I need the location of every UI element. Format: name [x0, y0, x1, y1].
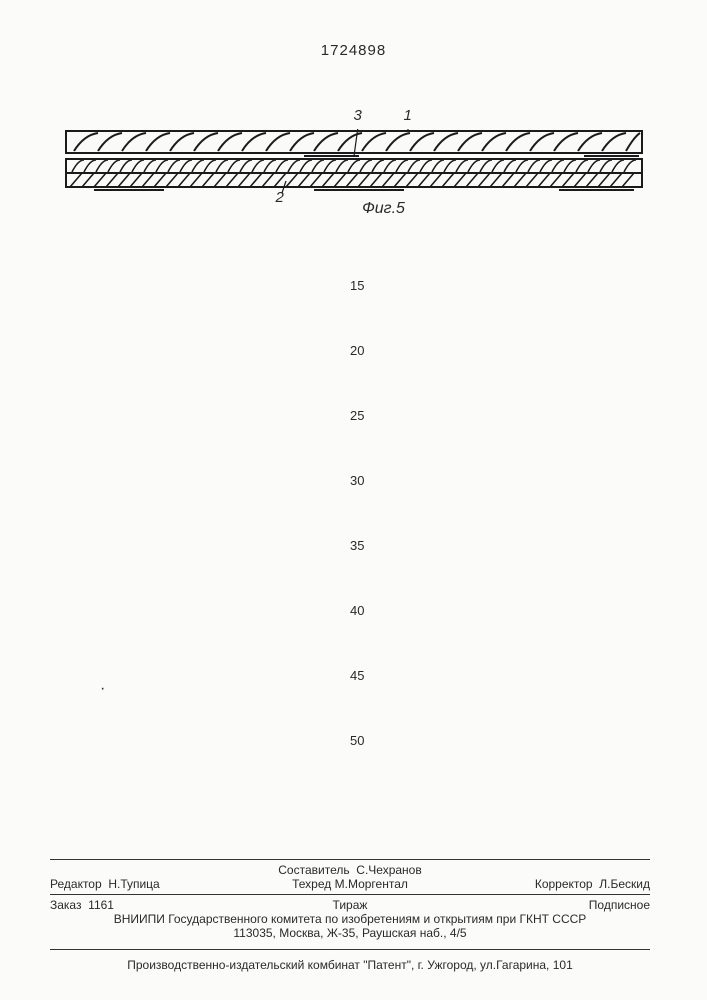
- publisher-line: Производственно-издательский комбинат "П…: [50, 958, 650, 972]
- figure-caption: Фиг.5: [124, 200, 644, 218]
- scale-num: 30: [350, 473, 364, 488]
- stray-mark: ·: [100, 680, 105, 698]
- tirazh-cell: Тираж: [250, 898, 450, 912]
- line-scale: 15 20 25 30 35 40 45 50: [350, 278, 364, 798]
- editor-cell: Редактор Н.Тупица: [50, 877, 250, 891]
- callout-3: 3: [354, 107, 362, 124]
- scale-num: 15: [350, 278, 364, 293]
- order-row: Заказ 1161 Тираж Подписное: [50, 898, 650, 912]
- scale-num: 35: [350, 538, 364, 553]
- scale-num: 45: [350, 668, 364, 683]
- corrector-cell: Корректор Л.Бескид: [450, 877, 650, 891]
- callout-1: 1: [404, 107, 412, 124]
- compiler-line: Составитель С.Чехранов: [50, 863, 650, 877]
- callout-2: 2: [276, 189, 284, 206]
- figure-5: 3 1 2: [64, 129, 644, 218]
- order-cell: Заказ 1161: [50, 898, 250, 912]
- cross-section-svg: [64, 129, 644, 193]
- podpisnoe-cell: Подписное: [450, 898, 650, 912]
- address-line: 113035, Москва, Ж-35, Раушская наб., 4/5: [50, 926, 650, 940]
- document-number: 1724898: [0, 42, 707, 59]
- bottom-rule: [50, 949, 650, 950]
- scale-num: 40: [350, 603, 364, 618]
- scale-num: 20: [350, 343, 364, 358]
- colophon-block: Составитель С.Чехранов Редактор Н.Тупица…: [50, 856, 650, 940]
- techred-cell: Техред М.Моргентал: [250, 877, 450, 891]
- scale-num: 50: [350, 733, 364, 748]
- compiler-label: Составитель: [278, 863, 349, 877]
- patent-page: 1724898 3 1 2: [0, 0, 707, 1000]
- institute-line: ВНИИПИ Государственного комитета по изоб…: [50, 912, 650, 926]
- credits-row: Редактор Н.Тупица Техред М.Моргентал Кор…: [50, 877, 650, 891]
- scale-num: 25: [350, 408, 364, 423]
- rule: [50, 859, 650, 860]
- rule: [50, 894, 650, 895]
- compiler-name: С.Чехранов: [356, 863, 421, 877]
